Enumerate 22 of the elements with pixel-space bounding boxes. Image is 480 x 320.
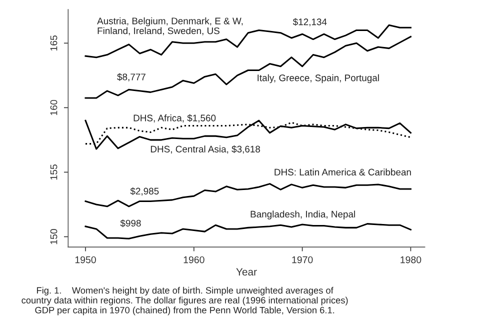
annotation: $8,777 bbox=[117, 73, 146, 82]
annotation: DHS, Africa, $1,560 bbox=[134, 114, 216, 122]
annotation: Bangladesh, India, Nepal bbox=[250, 210, 355, 220]
x-tick-label: 1950 bbox=[75, 256, 96, 264]
annotation: Austria, Belgium, Denmark, E & W, Finland, Ireland, Sweden, US bbox=[97, 17, 243, 36]
annotation: Italy, Greece, Spain, Portugal bbox=[258, 74, 379, 84]
annotation: $2,985 bbox=[130, 187, 159, 196]
annotation: $998 bbox=[120, 219, 141, 228]
x-axis-title: Year bbox=[236, 268, 257, 276]
annotation: DHS, Central Asia, $3,618 bbox=[150, 145, 260, 154]
annotation: $12,134 bbox=[292, 18, 327, 26]
annotation: DHS: Latin America & Caribbean bbox=[274, 168, 411, 176]
x-tick-label: 1960 bbox=[184, 256, 204, 264]
y-tick-label: 165 bbox=[50, 35, 58, 51]
line-series bbox=[84, 36, 412, 99]
y-tick-label: 155 bbox=[50, 164, 58, 180]
x-tick-label: 1970 bbox=[292, 256, 313, 264]
caption: Fig. 1. Women's height by date of birth. Simple unweighted averages of country data within regions. The dollar figures are real (1996 international prices) GDP per capita in 1970 (chained) from the Penn World Table, Version 6.1. bbox=[22, 286, 348, 316]
x-tick-label: 1980 bbox=[400, 256, 422, 264]
y-tick-label: 160 bbox=[50, 100, 58, 116]
y-tick-label: 150 bbox=[50, 228, 58, 244]
line-series bbox=[84, 183, 412, 208]
